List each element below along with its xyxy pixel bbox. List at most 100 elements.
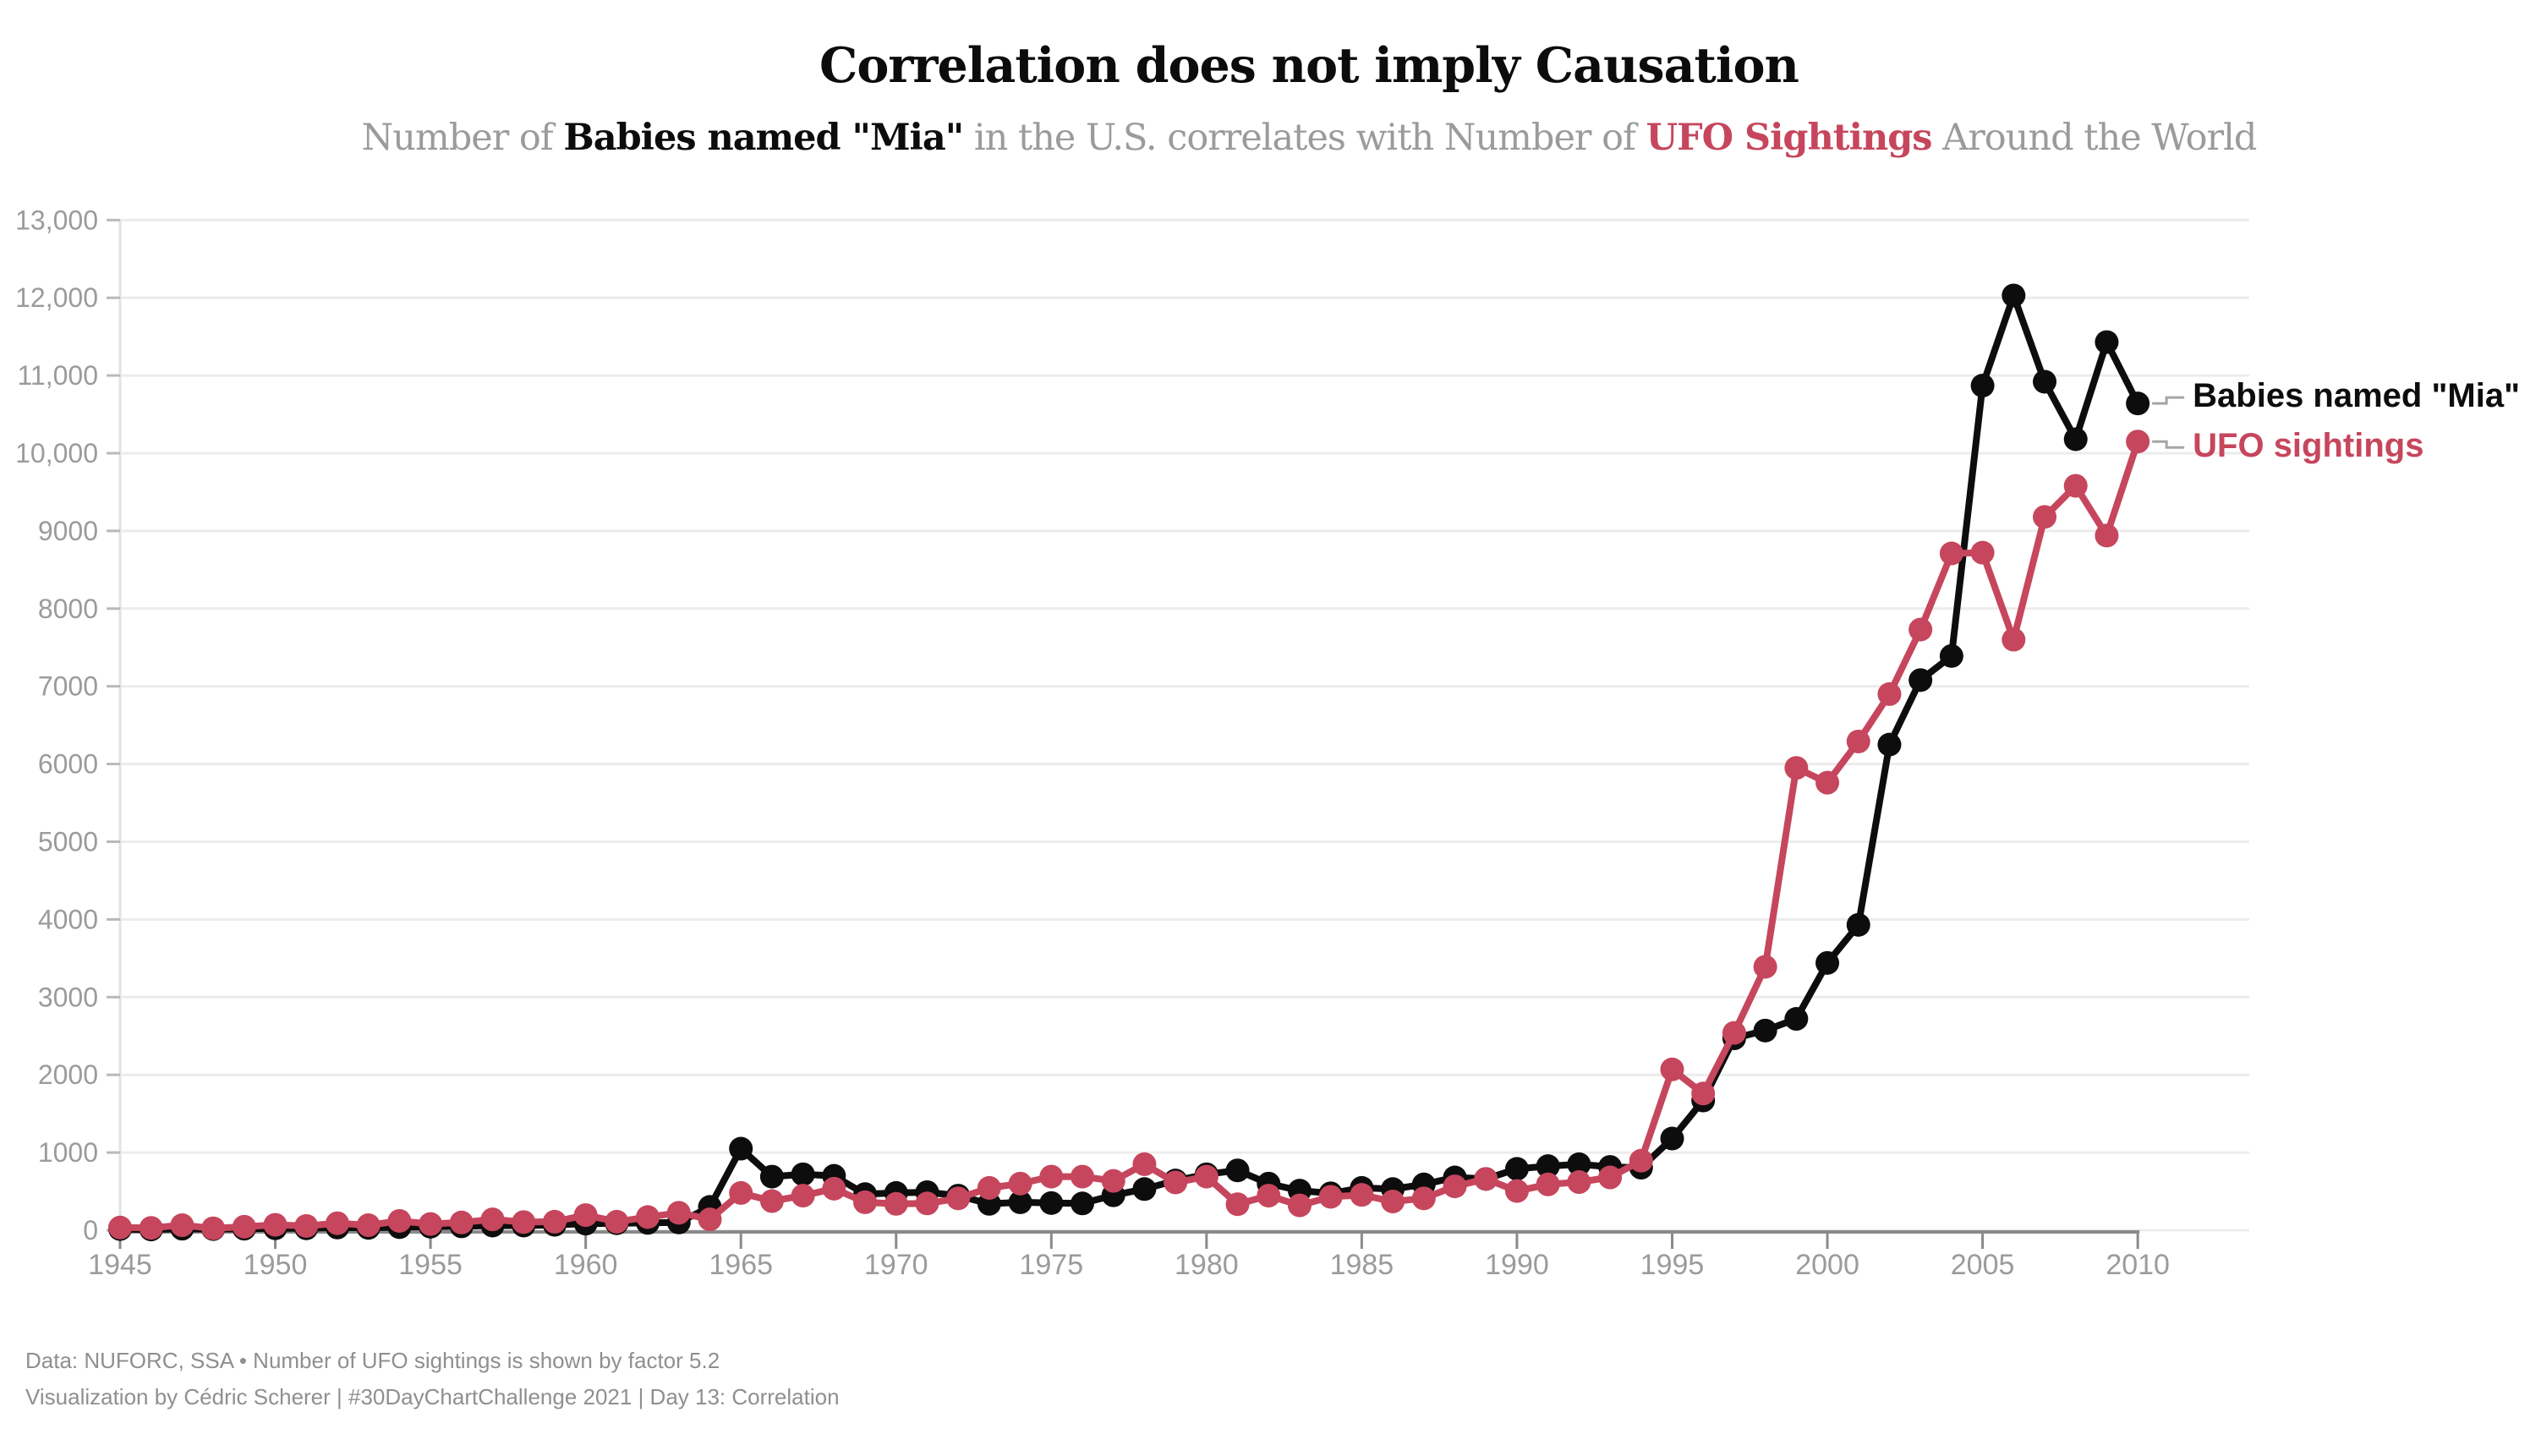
data-point bbox=[108, 1215, 132, 1240]
data-point bbox=[387, 1208, 412, 1233]
y-tick-label: 6000 bbox=[38, 749, 98, 780]
y-tick-label: 2000 bbox=[38, 1059, 98, 1090]
data-point bbox=[1536, 1154, 1560, 1179]
y-tick-label: 10,000 bbox=[15, 438, 98, 468]
data-point bbox=[1970, 540, 1995, 565]
data-point bbox=[512, 1210, 536, 1234]
data-point bbox=[1225, 1158, 1250, 1183]
data-point bbox=[1691, 1081, 1716, 1106]
data-point bbox=[1877, 732, 1902, 757]
data-point bbox=[1908, 668, 1933, 692]
y-tick-label: 3000 bbox=[38, 982, 98, 1012]
label-connectors bbox=[2152, 396, 2185, 449]
data-point bbox=[1443, 1174, 1467, 1199]
data-point bbox=[915, 1191, 939, 1216]
x-tick-label: 1945 bbox=[88, 1249, 152, 1281]
y-tick-label: 1000 bbox=[38, 1137, 98, 1168]
visualization-credit: Visualization by Cédric Scherer | #30Day… bbox=[25, 1384, 840, 1409]
data-point bbox=[1815, 950, 1840, 975]
data-point bbox=[139, 1216, 163, 1240]
data-point bbox=[1132, 1152, 1157, 1176]
page-title: Correlation does not imply Causation bbox=[819, 37, 1799, 94]
data-point bbox=[2002, 627, 2026, 652]
data-point bbox=[1071, 1191, 1095, 1216]
data-point bbox=[1411, 1186, 1436, 1211]
y-tick-label: 4000 bbox=[38, 904, 98, 934]
data-point bbox=[1287, 1193, 1312, 1218]
y-tick-label: 0 bbox=[83, 1215, 98, 1245]
data-point bbox=[1381, 1189, 1405, 1213]
x-tick-label: 1985 bbox=[1330, 1249, 1394, 1281]
data-point bbox=[636, 1205, 660, 1229]
data-point bbox=[1846, 729, 1870, 753]
x-tick-label: 1955 bbox=[398, 1249, 463, 1281]
data-point bbox=[2002, 283, 2026, 308]
data-point bbox=[1784, 1007, 1809, 1032]
data-point bbox=[791, 1162, 815, 1186]
subtitle-text-1: Number of bbox=[361, 117, 564, 159]
data-point bbox=[1784, 756, 1809, 780]
data-point bbox=[1257, 1184, 1281, 1208]
data-point bbox=[1504, 1179, 1529, 1203]
series-line bbox=[117, 292, 2142, 1234]
data-point bbox=[1474, 1167, 1498, 1191]
data-point bbox=[1350, 1183, 1374, 1207]
data-point bbox=[1039, 1191, 1064, 1215]
data-point bbox=[977, 1175, 1001, 1200]
y-tick-label: 13,000 bbox=[15, 205, 98, 235]
connector-babies-mia bbox=[2152, 396, 2185, 405]
data-point bbox=[1071, 1164, 1095, 1189]
data-point bbox=[1132, 1177, 1157, 1201]
y-axis: 0 1000 2000 3000 4000 5000 6000 7000 8000 9000 10,… bbox=[15, 205, 122, 1245]
data-point bbox=[2095, 523, 2119, 548]
data-point bbox=[2063, 473, 2088, 498]
data-point bbox=[1194, 1164, 1218, 1189]
x-tick-label: 1980 bbox=[1175, 1249, 1239, 1281]
data-point bbox=[1598, 1165, 1623, 1190]
data-point bbox=[822, 1176, 846, 1201]
data-point bbox=[1504, 1157, 1529, 1181]
data-point bbox=[1660, 1126, 1684, 1151]
data-point bbox=[2126, 430, 2150, 454]
data-point bbox=[2095, 330, 2119, 354]
data-point bbox=[698, 1207, 722, 1232]
x-axis: 1945 1950 1955 1960 1965 1970 1975 1980 1985 1990… bbox=[88, 1230, 2170, 1281]
data-point bbox=[1970, 374, 1995, 398]
data-point bbox=[325, 1211, 349, 1235]
data-point bbox=[1101, 1169, 1125, 1193]
x-tick-label: 1965 bbox=[709, 1249, 773, 1281]
data-point bbox=[449, 1210, 474, 1234]
subtitle-ufo-highlight: UFO Sightings bbox=[1646, 117, 1933, 159]
data-point bbox=[1318, 1185, 1343, 1209]
data-point bbox=[853, 1190, 878, 1214]
data-point bbox=[666, 1201, 691, 1225]
data-point bbox=[759, 1189, 784, 1213]
series-label-ufo-sightings: UFO sightings bbox=[2193, 427, 2424, 465]
data-point bbox=[1536, 1172, 1560, 1196]
subtitle-text-3: Around the World bbox=[1931, 117, 2257, 159]
x-tick-label: 2005 bbox=[1951, 1249, 2015, 1281]
x-tick-label: 1990 bbox=[1485, 1249, 1549, 1281]
y-tick-label: 8000 bbox=[38, 594, 98, 624]
caption-block: Data: NUFORC, SSA • Number of UFO sighti… bbox=[25, 1343, 840, 1415]
x-tick-label: 2010 bbox=[2106, 1249, 2170, 1281]
data-point bbox=[1908, 617, 1933, 642]
data-point bbox=[1008, 1171, 1032, 1196]
series-ufo-sightings bbox=[108, 430, 2150, 1240]
series-label-babies-mia: Babies named "Mia" bbox=[2193, 377, 2521, 415]
data-point bbox=[884, 1191, 908, 1216]
data-point bbox=[1008, 1190, 1032, 1214]
series-line bbox=[117, 438, 2142, 1232]
data-point bbox=[1722, 1021, 1746, 1045]
data-point bbox=[2063, 427, 2088, 452]
x-tick-label: 2000 bbox=[1795, 1249, 1859, 1281]
horizontal-gridlines bbox=[120, 218, 2249, 1232]
data-point bbox=[419, 1212, 443, 1236]
data-point bbox=[263, 1212, 288, 1237]
data-point bbox=[1846, 912, 1870, 937]
data-source-note: Data: NUFORC, SSA • Number of UFO sighti… bbox=[25, 1348, 720, 1373]
data-point bbox=[2033, 505, 2057, 529]
data-point bbox=[1567, 1152, 1591, 1176]
y-tick-label: 12,000 bbox=[15, 282, 98, 313]
